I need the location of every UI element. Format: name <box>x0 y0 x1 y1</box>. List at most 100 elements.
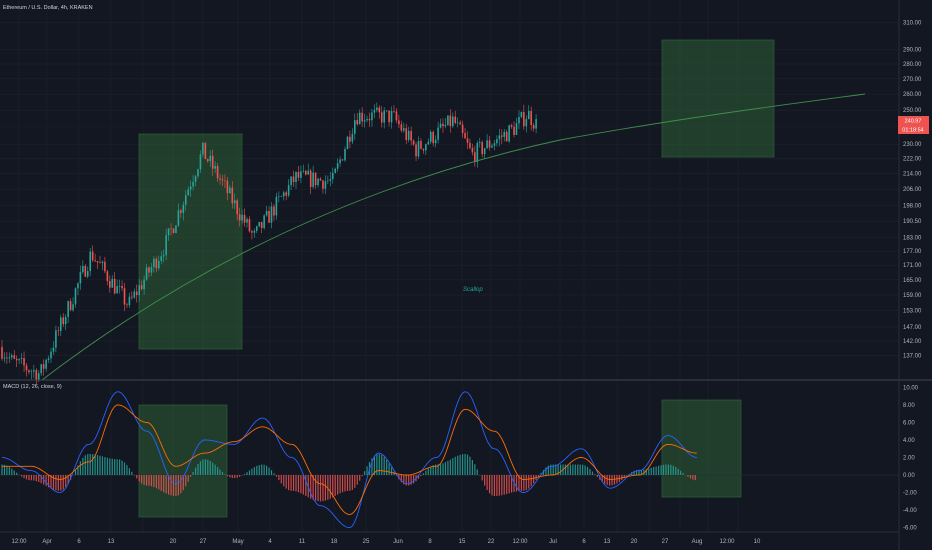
time-tick-label: 15 <box>459 539 466 545</box>
macd-hist-bar <box>25 475 28 480</box>
candle-body <box>224 180 226 182</box>
macd-hist-bar <box>528 475 530 489</box>
macd-hist-bar <box>194 467 197 476</box>
macd-hist-bar <box>40 475 42 484</box>
macd-hist-bar <box>207 459 209 476</box>
macd-hist-bar <box>126 465 128 476</box>
candle-body <box>13 355 16 359</box>
macd-hist-bar <box>471 459 473 476</box>
macd-hist-bar <box>586 466 589 476</box>
macd-hist-bar <box>253 467 255 476</box>
macd-hist-bar <box>680 470 682 476</box>
time-tick-label: May <box>232 539 243 545</box>
candle-body <box>238 214 241 221</box>
countdown-badge-bg <box>898 125 929 134</box>
chart-title: Ethereum / U.S. Dollar, 4h, KRAKEN <box>3 5 93 11</box>
macd-hist-bar <box>378 454 380 476</box>
macd-hist-bar <box>351 475 353 490</box>
price-axis[interactable]: 310.00 290.00 280.00 270.00 260.00 250.00 240.… <box>903 20 922 359</box>
candle-body <box>518 117 520 124</box>
macd-hist-bar <box>106 457 108 476</box>
macd-hist-bar <box>79 461 81 476</box>
candle-body <box>329 179 332 181</box>
candle-body <box>388 110 390 123</box>
macd-hist-bar <box>155 475 157 489</box>
macd-tick-label: 10.00 <box>903 385 919 391</box>
candle-body <box>47 358 50 360</box>
macd-hist-bar <box>204 459 206 476</box>
time-tick-label: 4 <box>268 539 272 545</box>
macd-hist-bar <box>258 464 260 476</box>
scallop-arc <box>41 93 866 381</box>
macd-hist-bar <box>209 460 211 476</box>
macd-hist-bar <box>653 467 655 476</box>
candle-body <box>177 210 180 226</box>
macd-hist-bar <box>481 475 483 481</box>
macd-hist-bar <box>224 474 226 476</box>
candle-body <box>447 115 449 125</box>
macd-hist-bar <box>356 475 358 485</box>
macd-hist-bar <box>403 475 405 485</box>
price-tick-label: 190.50 <box>903 219 922 225</box>
candle-body <box>285 192 287 196</box>
macd-tick-label: 6.00 <box>903 420 915 426</box>
macd-hist-bar <box>341 475 344 493</box>
candle-body <box>99 262 101 264</box>
price-badge-bg <box>898 116 929 125</box>
candle-body <box>246 219 248 223</box>
price-tick-label: 159.00 <box>903 293 922 299</box>
candle-body <box>361 112 363 122</box>
macd-hist-bar <box>513 475 515 493</box>
macd-hist-bar <box>405 475 407 486</box>
candle-body <box>305 170 307 175</box>
candle-body <box>327 180 329 182</box>
macd-hist-bar <box>672 465 674 476</box>
candle-body <box>172 228 175 234</box>
price-tick-label: 310.00 <box>903 20 922 26</box>
macd-hist-bar <box>96 455 99 476</box>
macd-axis[interactable]: 10.00 8.00 6.00 4.00 2.00 0.00 -2.00 -4.00 -6.00 <box>903 385 919 531</box>
candle-body <box>368 118 371 121</box>
candle-body <box>520 112 523 118</box>
macd-hist-bar <box>1 464 3 476</box>
candle-body <box>532 125 535 129</box>
macd-hist-bar <box>35 475 37 482</box>
macd-hist-bar <box>383 456 385 476</box>
macd-hist-bar <box>579 464 581 476</box>
time-tick-label: 8 <box>428 539 432 545</box>
macd-hist-bar <box>337 475 339 495</box>
candle-body <box>187 189 189 196</box>
macd-hist-bar <box>119 459 121 476</box>
macd-hist-bar <box>491 475 493 496</box>
candle-body <box>251 231 253 233</box>
time-tick-label: 27 <box>200 539 207 545</box>
macd-hist-bar <box>511 475 513 493</box>
macd-hist-bar <box>359 475 361 481</box>
time-axis[interactable]: 12:00 Apr 6 13 20 27 May 4 11 18 25 Jun 8 15 22 12:00 Ju… <box>11 539 761 545</box>
macd-hist-bar <box>525 475 527 491</box>
candle-body <box>395 111 398 121</box>
time-tick-label: Aug <box>692 539 703 545</box>
macd-hist-bar <box>55 475 57 491</box>
macd-hist-bar <box>496 475 498 496</box>
time-tick-label: 20 <box>170 539 177 545</box>
macd-hist-bar <box>168 475 170 495</box>
macd-hist-bar <box>395 475 398 476</box>
macd-tick-label: -6.00 <box>903 526 917 532</box>
macd-hist-bar <box>591 471 594 476</box>
candle-body <box>403 128 405 131</box>
candle-body <box>86 271 89 277</box>
macd-hist-bar <box>574 464 576 476</box>
macd-hist-bar <box>290 475 292 491</box>
candle-body <box>158 260 160 269</box>
macd-hist-bar <box>305 475 307 496</box>
macd-hist-bar <box>57 475 59 491</box>
macd-hist-bar <box>596 475 598 477</box>
macd-hist-bar <box>376 454 378 476</box>
macd-hist-bar <box>567 464 569 476</box>
macd-hist-bar <box>172 475 175 496</box>
candle-body <box>302 170 305 172</box>
macd-title: MACD (12, 26, close, 9) <box>3 384 62 390</box>
